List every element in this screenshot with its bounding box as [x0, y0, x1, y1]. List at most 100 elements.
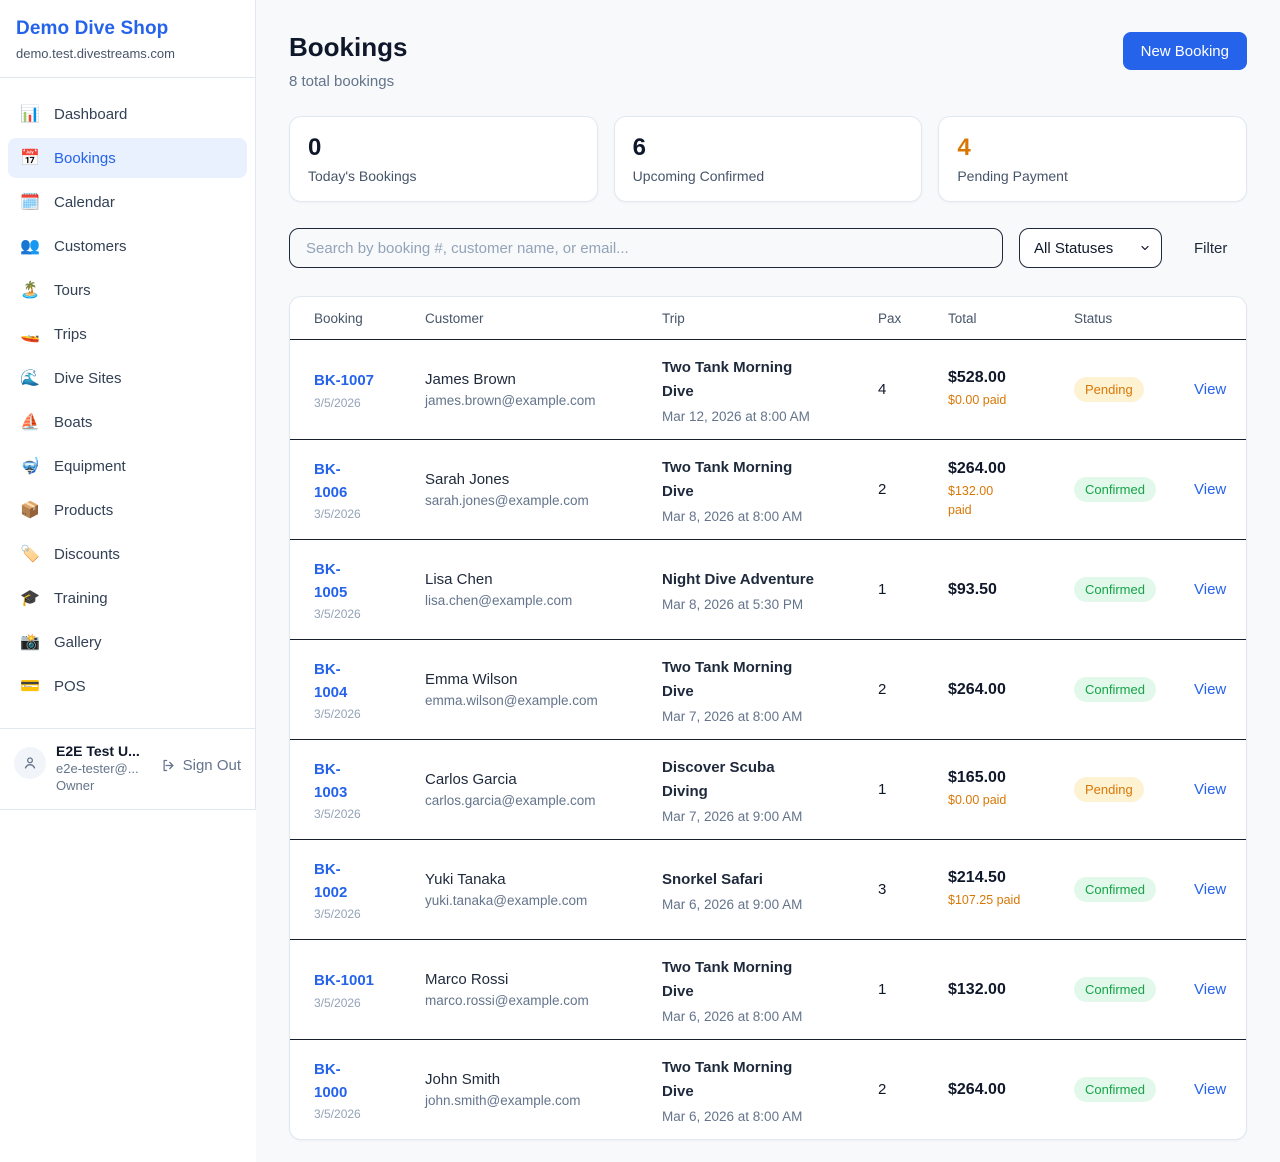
customer-email: yuki.tanaka@example.com	[425, 893, 588, 908]
customer-email: lisa.chen@example.com	[425, 593, 573, 608]
sidebar-item-equipment[interactable]: 🤿 Equipment	[8, 446, 247, 486]
sidebar-item-training[interactable]: 🎓 Training	[8, 578, 247, 618]
total-cell: $528.00 $0.00 paid	[948, 369, 1074, 410]
booking-id-link[interactable]: BK-1007	[314, 372, 375, 390]
view-link[interactable]: View	[1194, 580, 1227, 598]
avatar	[14, 747, 46, 779]
sign-out-button[interactable]: Sign Out	[161, 757, 241, 774]
pax-cell: 2	[878, 681, 887, 698]
shop-domain: demo.test.divestreams.com	[16, 46, 175, 61]
sidebar-item-customers[interactable]: 👥 Customers	[8, 226, 247, 266]
total-amount: $264.00	[948, 459, 1006, 477]
booking-id-link[interactable]: BK- 1005	[314, 560, 348, 601]
bookings-icon: 📅	[20, 150, 40, 167]
booking-id-link[interactable]: BK- 1004	[314, 660, 348, 701]
new-booking-button[interactable]: New Booking	[1122, 32, 1247, 70]
gallery-icon: 📸	[20, 634, 40, 651]
customer-name: Lisa Chen	[425, 571, 493, 588]
status-select[interactable]: All Statuses	[1019, 228, 1162, 268]
stats-row: 0 Today's Bookings 6 Upcoming Confirmed …	[289, 116, 1248, 202]
user-email: e2e-tester@...	[56, 761, 139, 776]
sidebar-item-boats[interactable]: ⛵ Boats	[8, 402, 247, 442]
stat-card-upcoming-confirmed: 6 Upcoming Confirmed	[613, 116, 923, 202]
customer-cell: Sarah Jones sarah.jones@example.com	[425, 471, 662, 508]
sidebar-item-gallery[interactable]: 📸 Gallery	[8, 622, 247, 662]
sidebar-item-discounts[interactable]: 🏷️ Discounts	[8, 534, 247, 574]
dashboard-icon: 📊	[20, 106, 40, 123]
booking-id-link[interactable]: BK- 1000	[314, 1060, 348, 1101]
sidebar-item-pos[interactable]: 💳 POS	[8, 666, 247, 706]
trip-datetime: Mar 6, 2026 at 8:00 AM	[662, 1108, 803, 1124]
customer-name: Yuki Tanaka	[425, 871, 506, 888]
view-link[interactable]: View	[1194, 380, 1227, 398]
page-title: Bookings	[289, 32, 408, 62]
sidebar-item-bookings[interactable]: 📅 Bookings	[8, 138, 247, 178]
sidebar-item-label: Dashboard	[54, 105, 128, 123]
sidebar-item-label: Gallery	[54, 633, 102, 651]
sidebar-item-dive-sites[interactable]: 🌊 Dive Sites	[8, 358, 247, 398]
person-icon	[24, 757, 36, 769]
customer-cell: Emma Wilson emma.wilson@example.com	[425, 671, 662, 708]
trip-cell: Two Tank Morning Dive Mar 12, 2026 at 8:…	[662, 356, 878, 424]
column-header-trip: Trip	[662, 310, 685, 326]
view-link[interactable]: View	[1194, 880, 1227, 898]
table-row: BK- 1005 3/5/2026 Lisa Chen lisa.chen@ex…	[290, 539, 1246, 639]
sidebar-item-products[interactable]: 📦 Products	[8, 490, 247, 530]
discounts-icon: 🏷️	[20, 546, 40, 563]
trip-cell: Two Tank Morning Dive Mar 8, 2026 at 8:0…	[662, 456, 878, 524]
booking-cell: BK-1001 3/5/2026	[314, 969, 425, 1009]
booking-id-link[interactable]: BK- 1002	[314, 860, 348, 901]
stat-card-pending-payment: 4 Pending Payment	[938, 116, 1248, 202]
filter-button[interactable]: Filter	[1194, 239, 1228, 257]
boats-icon: ⛵	[20, 414, 40, 431]
status-badge: Confirmed	[1074, 577, 1156, 602]
table-row: BK- 1000 3/5/2026 John Smith john.smith@…	[290, 1039, 1246, 1139]
table-header-row: Booking Customer Trip Pax Total Status	[290, 297, 1246, 339]
trip-name: Snorkel Safari	[662, 870, 763, 888]
title-block: Bookings 8 total bookings	[289, 32, 407, 90]
sidebar-item-label: Boats	[54, 413, 93, 431]
booking-cell: BK- 1004 3/5/2026	[314, 658, 425, 722]
sidebar-item-dashboard[interactable]: 📊 Dashboard	[8, 94, 247, 134]
sidebar-item-label: Training	[54, 589, 108, 607]
view-link[interactable]: View	[1194, 680, 1227, 698]
search-input[interactable]	[289, 228, 1003, 268]
trip-name: Night Dive Adventure	[662, 570, 814, 588]
status-cell: Pending	[1074, 777, 1194, 802]
filter-row: All Statuses Filter	[289, 228, 1247, 268]
trip-name: Two Tank Morning Dive	[662, 658, 793, 700]
sidebar-item-tours[interactable]: 🏝️ Tours	[8, 270, 247, 310]
customer-name: Marco Rossi	[425, 971, 509, 988]
customer-email: emma.wilson@example.com	[425, 693, 598, 708]
user-role: Owner	[56, 778, 95, 793]
booking-id-link[interactable]: BK- 1003	[314, 760, 348, 801]
total-amount: $528.00	[948, 369, 1006, 387]
actions-cell: View	[1194, 881, 1226, 899]
customers-icon: 👥	[20, 238, 40, 255]
main-content: Bookings 8 total bookings New Booking 0 …	[256, 0, 1280, 1162]
customer-name: James Brown	[425, 371, 516, 388]
sidebar-item-trips[interactable]: 🚤 Trips	[8, 314, 247, 354]
stat-value: 6	[632, 134, 647, 161]
view-link[interactable]: View	[1194, 480, 1227, 498]
trip-cell: Snorkel Safari Mar 6, 2026 at 9:00 AM	[662, 868, 878, 912]
sidebar-item-calendar[interactable]: 🗓️ Calendar	[8, 182, 247, 222]
view-link[interactable]: View	[1194, 980, 1227, 998]
pos-icon: 💳	[20, 678, 40, 695]
sidebar-item-label: Bookings	[54, 149, 116, 167]
actions-cell: View	[1194, 981, 1226, 999]
trip-name: Two Tank Morning Dive	[662, 458, 793, 500]
view-link[interactable]: View	[1194, 780, 1227, 798]
paid-amount: $0.00 paid	[948, 793, 1007, 808]
user-footer: E2E Test U... e2e-tester@... Owner Sign …	[0, 728, 255, 809]
trip-datetime: Mar 8, 2026 at 5:30 PM	[662, 596, 804, 612]
status-select-wrap: All Statuses	[1019, 228, 1162, 268]
booking-id-link[interactable]: BK-1001	[314, 972, 375, 990]
trip-cell: Two Tank Morning Dive Mar 6, 2026 at 8:0…	[662, 1056, 878, 1124]
booking-id-link[interactable]: BK- 1006	[314, 460, 348, 501]
trip-datetime: Mar 8, 2026 at 8:00 AM	[662, 508, 803, 524]
pax-cell: 1	[878, 781, 887, 798]
sidebar-item-label: Dive Sites	[54, 369, 122, 387]
view-link[interactable]: View	[1194, 1080, 1227, 1098]
table-row: BK- 1004 3/5/2026 Emma Wilson emma.wilso…	[290, 639, 1246, 739]
